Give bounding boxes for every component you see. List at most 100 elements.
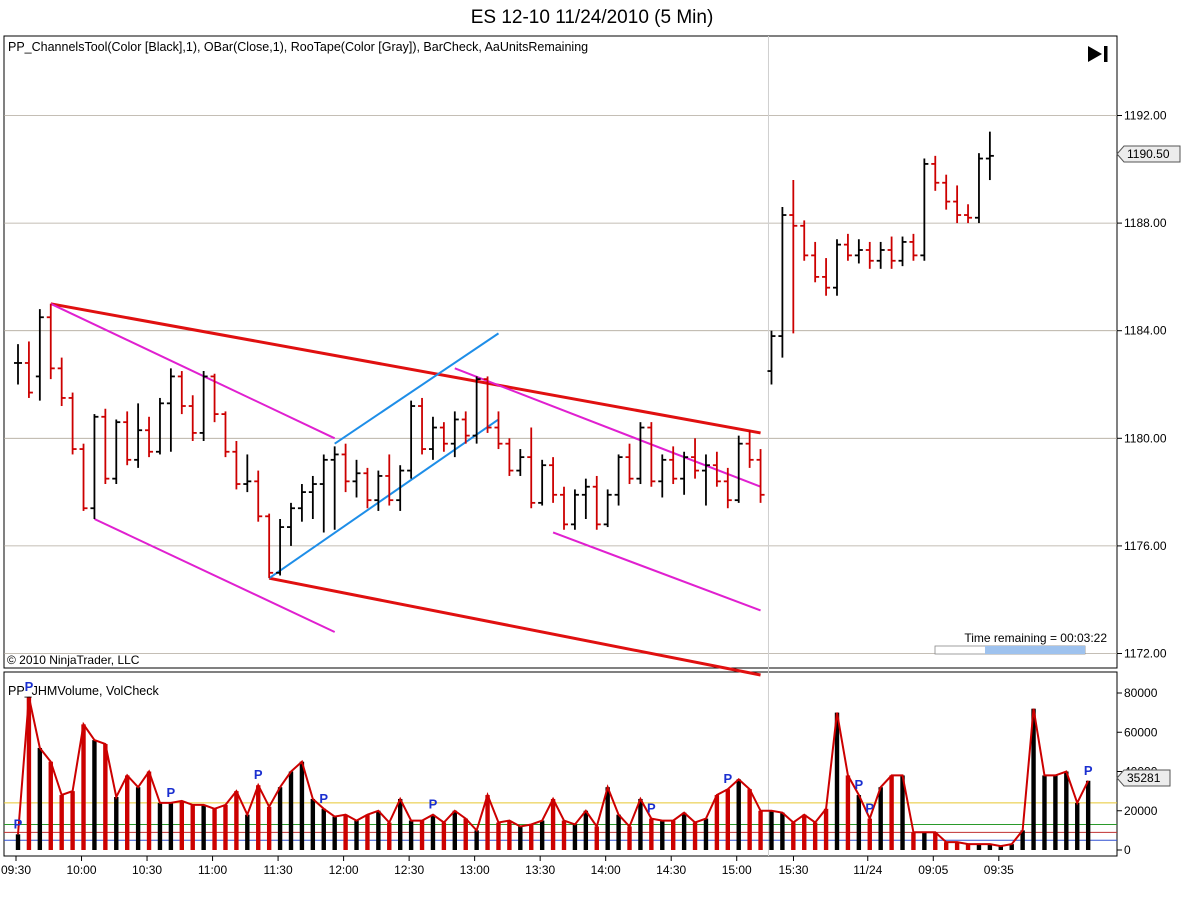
price-bar: [931, 155, 940, 191]
price-bar: [570, 489, 579, 530]
volume-bar: [550, 798, 556, 850]
price-bar: [811, 241, 820, 283]
price-bar: [581, 478, 590, 519]
volume-bar: [954, 842, 960, 850]
volume-bar: [747, 789, 752, 850]
volume-bar: [103, 744, 108, 850]
price-bar: [57, 357, 66, 407]
volume-bar: [823, 808, 829, 850]
volume-bar: [802, 814, 807, 850]
price-tick-label: 1180.00: [1124, 431, 1167, 445]
volume-bar: [889, 775, 894, 850]
price-bar: [265, 513, 274, 579]
price-panel[interactable]: [3, 35, 1118, 669]
volume-p-marker: P: [25, 679, 34, 694]
price-bar: [210, 373, 219, 423]
time-tick-label: 15:30: [778, 863, 808, 877]
price-bar: [472, 376, 481, 444]
price-bar: [658, 454, 667, 498]
channel-line-magenta: [552, 531, 761, 612]
channel-line-magenta: [94, 518, 336, 633]
volume-bar: [114, 797, 119, 850]
volume-bar: [288, 771, 294, 850]
price-bar: [428, 416, 437, 460]
volume-bar: [561, 820, 567, 850]
volume-bar: [769, 810, 774, 850]
price-bar: [636, 422, 645, 485]
volume-bar: [671, 820, 676, 850]
price-bar: [505, 438, 514, 476]
chart-title: ES 12-10 11/24/2010 (5 Min): [471, 7, 714, 28]
time-tick-label: 13:00: [460, 863, 490, 877]
volume-bar: [572, 824, 578, 850]
price-bar: [483, 376, 492, 433]
price-bar: [450, 411, 459, 458]
price-bar: [308, 475, 317, 519]
price-bar: [778, 206, 787, 358]
time-axis: 09:30 10:00 10:30 11:00 11:30 12:00 12:30 13:00…: [1, 856, 1014, 877]
volume-bar: [266, 806, 272, 850]
volume-bar: [660, 820, 665, 850]
volume-bar: [430, 814, 436, 850]
channel-line-blue: [334, 332, 500, 445]
volume-bar: [343, 814, 348, 850]
price-bar: [134, 403, 143, 468]
price-gridlines: [4, 36, 1117, 856]
channel-line-magenta: [50, 302, 336, 440]
price-bar: [79, 443, 88, 511]
price-bar: [418, 397, 427, 455]
price-bar: [155, 397, 164, 455]
price-bar: [964, 204, 973, 224]
price-tick-label: 1188.00: [1124, 216, 1167, 230]
price-bar: [723, 467, 732, 509]
price-bar: [712, 451, 721, 487]
volume-p-marker: P: [1084, 763, 1093, 778]
price-bar: [221, 411, 230, 458]
price-bar: [24, 341, 33, 398]
volume-bar: [944, 842, 949, 850]
volume-bar: [692, 822, 698, 850]
volume-indicator-label: PP_JHMVolume, VolCheck: [8, 684, 160, 698]
volume-p-marker: P: [14, 816, 23, 831]
price-bar: [647, 422, 656, 487]
price-bar: [68, 392, 77, 455]
skip-forward-icon[interactable]: [1088, 46, 1108, 62]
volume-tick-label: 80000: [1124, 686, 1158, 700]
volume-bar: [911, 832, 916, 850]
volume-p-marker: P: [647, 801, 656, 816]
volume-panel[interactable]: [3, 671, 1118, 857]
price-tick-label: 1176.00: [1124, 539, 1167, 553]
price-bar: [516, 449, 525, 476]
last-price-text: 1190.50: [1127, 147, 1170, 161]
volume-p-marker: P: [723, 771, 732, 786]
volume-bar: [234, 791, 239, 850]
volume-bar: [605, 787, 610, 850]
volume-bar: [190, 804, 195, 850]
volume-bar: [616, 814, 621, 850]
volume-bar: [507, 820, 512, 850]
price-bar: [90, 414, 99, 519]
volume-bar: [703, 818, 709, 850]
volume-tick-label: 20000: [1124, 804, 1158, 818]
price-bar: [538, 459, 547, 506]
price-bar: [385, 454, 394, 506]
price-bar: [603, 489, 612, 528]
price-bar: [800, 220, 809, 261]
volume-bar: [965, 844, 971, 850]
volume-bar: [856, 795, 862, 850]
price-bar: [745, 430, 754, 468]
channel-lines: [50, 302, 761, 677]
price-bar: [942, 174, 951, 210]
volume-bar: [638, 798, 643, 850]
price-bar: [701, 454, 710, 506]
price-axis: 1192.00 1188.00 1184.00 1180.00 1176.00 1172.…: [1117, 109, 1167, 661]
time-tick-label: 12:30: [394, 863, 424, 877]
volume-bar: [157, 802, 163, 850]
price-bar: [123, 411, 132, 466]
volume-bar: [463, 818, 468, 850]
price-bar: [887, 236, 896, 269]
price-bar: [374, 470, 383, 511]
price-bar: [756, 449, 765, 503]
volume-line: [17, 696, 1090, 848]
